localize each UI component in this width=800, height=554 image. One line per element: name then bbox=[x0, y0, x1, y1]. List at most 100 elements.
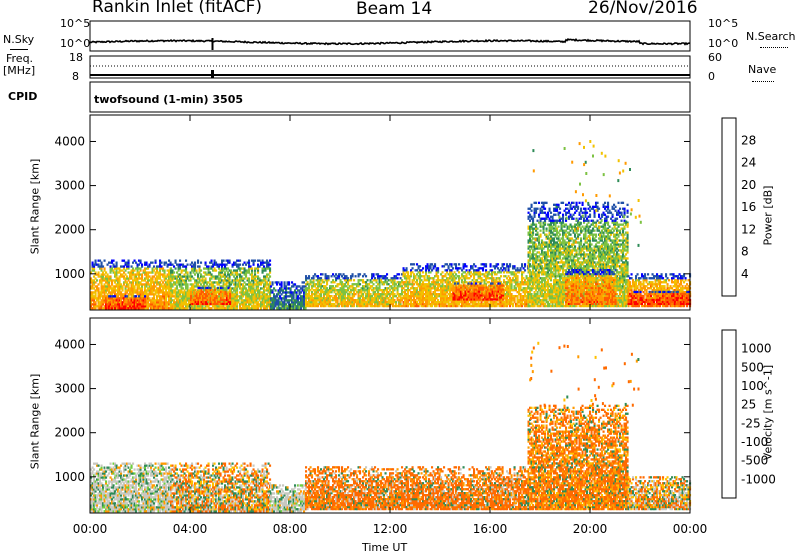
heat-cell bbox=[142, 269, 145, 272]
heat-cell bbox=[239, 263, 242, 266]
heat-cell bbox=[512, 304, 515, 308]
heat-cell bbox=[264, 269, 267, 272]
heat-cell bbox=[258, 303, 261, 306]
heat-cell bbox=[93, 283, 96, 286]
heat-cell bbox=[240, 279, 243, 282]
heat-cell bbox=[191, 287, 194, 290]
heat-cell bbox=[212, 300, 215, 303]
heat-cell bbox=[114, 295, 117, 298]
heat-cell bbox=[369, 293, 372, 296]
heat-cell bbox=[251, 301, 254, 304]
heat-cell bbox=[479, 271, 482, 274]
heat-cell bbox=[249, 273, 252, 276]
heat-cell bbox=[251, 295, 254, 298]
heat-cell bbox=[133, 287, 136, 290]
heat-cell bbox=[263, 301, 266, 304]
heat-cell bbox=[263, 279, 266, 282]
heat-cell bbox=[183, 283, 186, 286]
heat-cell bbox=[156, 279, 159, 282]
heat-cell bbox=[126, 277, 129, 280]
heat-cell bbox=[106, 281, 109, 284]
heat-cell bbox=[422, 281, 425, 284]
heat-cell bbox=[452, 284, 455, 287]
heat-cell bbox=[452, 267, 455, 270]
heat-cell bbox=[273, 303, 276, 306]
heat-cell bbox=[206, 273, 209, 276]
heat-cell bbox=[410, 273, 413, 276]
heat-cell bbox=[186, 303, 189, 306]
heat-cell bbox=[147, 303, 150, 306]
heat-cell bbox=[106, 295, 109, 298]
heat-cell bbox=[105, 289, 108, 292]
heat-cell bbox=[166, 273, 169, 276]
heat-cell bbox=[219, 273, 222, 276]
heat-cell bbox=[207, 307, 210, 310]
heat-cell bbox=[498, 277, 501, 280]
heat-cell bbox=[213, 281, 216, 284]
heat-cell bbox=[243, 273, 246, 276]
heat-cell bbox=[170, 307, 173, 310]
heat-cell bbox=[264, 283, 267, 286]
heat-cell bbox=[264, 293, 267, 296]
heat-cell bbox=[396, 297, 399, 300]
heat-cell bbox=[162, 307, 165, 310]
heat-cell bbox=[141, 289, 144, 292]
heat-cell bbox=[267, 291, 270, 294]
heat-cell bbox=[335, 295, 338, 298]
heat-cell bbox=[183, 299, 186, 302]
heat-cell bbox=[180, 277, 183, 280]
heat-cell bbox=[94, 291, 97, 294]
heat-cell bbox=[217, 300, 220, 303]
heat-cell bbox=[378, 277, 381, 280]
heat-cell bbox=[240, 267, 243, 270]
heat-cell bbox=[176, 293, 179, 296]
heat-cell bbox=[405, 267, 408, 270]
heat-cell bbox=[130, 303, 133, 306]
heat-cell bbox=[177, 267, 180, 270]
heat-cell bbox=[186, 285, 189, 288]
heat-cell bbox=[103, 295, 106, 298]
heat-cell bbox=[105, 303, 108, 306]
heat-cell bbox=[257, 295, 260, 298]
heat-cell bbox=[227, 291, 230, 294]
heat-cell bbox=[190, 294, 193, 298]
heat-cell bbox=[393, 293, 396, 296]
heat-cell bbox=[449, 291, 452, 294]
heat-cell bbox=[121, 287, 124, 290]
heat-cell bbox=[295, 301, 298, 304]
heat-cell bbox=[312, 277, 315, 280]
heat-cell bbox=[126, 265, 129, 268]
heat-cell bbox=[437, 269, 440, 272]
heat-cell bbox=[264, 301, 267, 304]
heat-cell bbox=[465, 265, 468, 268]
heat-cell bbox=[243, 281, 246, 284]
heat-cell bbox=[216, 289, 219, 292]
heat-cell bbox=[185, 307, 188, 310]
heat-cell bbox=[185, 297, 188, 300]
heat-cell bbox=[242, 283, 245, 286]
heat-cell bbox=[133, 273, 136, 276]
heat-cell bbox=[481, 290, 484, 293]
heat-cell bbox=[221, 269, 224, 272]
heat-cell bbox=[108, 307, 111, 310]
heat-cell bbox=[228, 261, 231, 264]
heat-cell bbox=[135, 299, 138, 302]
heat-cell bbox=[142, 293, 145, 296]
heat-cell bbox=[246, 279, 249, 282]
heat-cell bbox=[117, 271, 120, 274]
heat-cell bbox=[200, 294, 203, 298]
heat-cell bbox=[153, 295, 156, 298]
heat-cell bbox=[114, 287, 117, 290]
heat-cell bbox=[527, 211, 530, 214]
heat-cell bbox=[243, 305, 246, 308]
heat-cell bbox=[441, 271, 444, 274]
heat-cell bbox=[176, 305, 179, 308]
heat-cell bbox=[205, 294, 208, 298]
heat-cell bbox=[398, 273, 401, 276]
heat-cell bbox=[132, 283, 135, 286]
heat-cell bbox=[112, 285, 115, 288]
heat-cell bbox=[252, 283, 255, 286]
heat-cell bbox=[196, 296, 199, 300]
heat-cell bbox=[332, 285, 335, 288]
heat-cell bbox=[239, 281, 242, 284]
